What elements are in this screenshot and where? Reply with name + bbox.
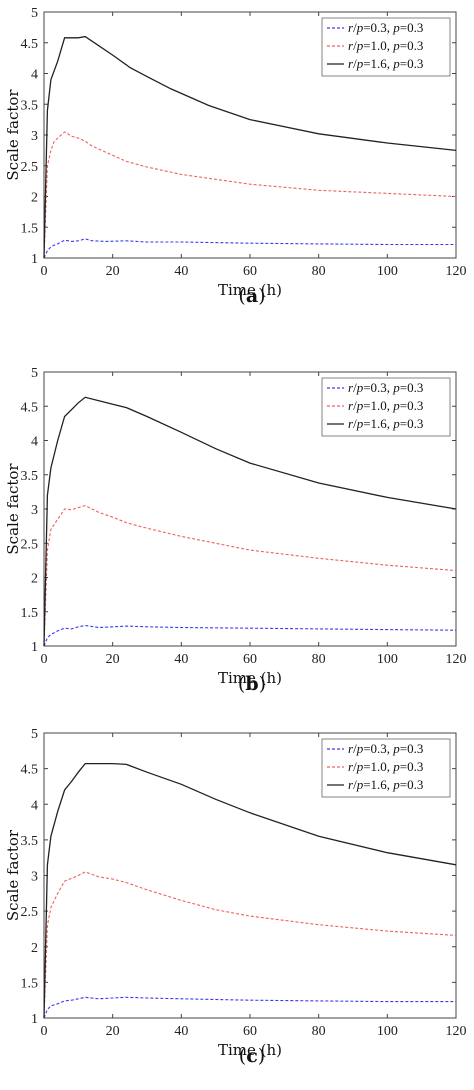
y-tick-label: 2 xyxy=(31,941,38,956)
y-tick-label: 1 xyxy=(31,640,38,655)
y-tick-label: 3 xyxy=(31,503,38,518)
y-tick-label: 1.5 xyxy=(21,221,39,236)
legend-label-2: r/p=1.6, p=0.3 xyxy=(348,777,423,792)
y-tick-label: 2.5 xyxy=(21,905,39,920)
x-tick-label: 60 xyxy=(243,1024,257,1039)
series-line-2 xyxy=(43,35,457,259)
x-tick-label: 120 xyxy=(446,264,467,279)
x-tick-label: 100 xyxy=(377,264,398,279)
x-axis-label: Time (h) xyxy=(218,281,282,299)
y-tick-label: 4 xyxy=(31,68,38,83)
x-tick-label: 120 xyxy=(446,1024,467,1039)
y-tick-label: 4.5 xyxy=(21,400,39,415)
x-tick-label: 40 xyxy=(174,652,188,667)
x-tick-label: 80 xyxy=(312,264,326,279)
x-tick-label: 100 xyxy=(377,1024,398,1039)
chart-panel-0: 1 1.5 2 2.5 3 3.5 4 4.5 5 0 20 40 60 80 100 120 r/p=0.3,… xyxy=(4,6,467,307)
y-tick-label: 4.5 xyxy=(21,763,39,778)
y-tick-label: 2.5 xyxy=(21,537,39,552)
y-tick-label: 4 xyxy=(31,435,38,450)
x-tick-label: 20 xyxy=(106,264,120,279)
y-tick-label: 3.5 xyxy=(21,98,39,113)
x-tick-label: 120 xyxy=(446,652,467,667)
legend: r/p=0.3, p=0.3 r/p=1.0, p=0.3 r/p=1.6, p=0… xyxy=(321,738,451,798)
y-tick-label: 3.5 xyxy=(21,469,39,484)
y-axis-label: Scale factor xyxy=(4,829,22,921)
y-tick-label: 2 xyxy=(31,191,38,206)
x-axis-label: Time (h) xyxy=(218,669,282,687)
series-line-0 xyxy=(43,624,457,647)
legend-label-0: r/p=0.3, p=0.3 xyxy=(348,741,423,756)
y-tick-label: 2 xyxy=(31,572,38,587)
y-tick-label: 4 xyxy=(31,798,38,813)
y-tick-label: 3.5 xyxy=(21,834,39,849)
legend-label-1: r/p=1.0, p=0.3 xyxy=(348,398,423,413)
panel-caption: (a) xyxy=(238,285,265,307)
series-line-1 xyxy=(43,871,457,1019)
x-tick-label: 20 xyxy=(106,652,120,667)
y-tick-label: 1 xyxy=(31,252,38,267)
x-tick-label: 0 xyxy=(41,264,48,279)
legend-label-0: r/p=0.3, p=0.3 xyxy=(348,20,423,35)
legend-label-2: r/p=1.6, p=0.3 xyxy=(348,416,423,431)
chart-panel-1: 1 1.5 2 2.5 3 3.5 4 4.5 5 0 20 40 60 80 100 120 r/p=0.3,… xyxy=(4,366,467,695)
y-tick-label: 5 xyxy=(31,366,38,381)
series-line-1 xyxy=(43,131,457,259)
x-axis-label: Time (h) xyxy=(218,1041,282,1059)
x-tick-label: 0 xyxy=(41,1024,48,1039)
legend-label-2: r/p=1.6, p=0.3 xyxy=(348,56,423,71)
x-tick-label: 80 xyxy=(312,652,326,667)
x-tick-label: 60 xyxy=(243,264,257,279)
x-tick-label: 40 xyxy=(174,264,188,279)
y-axis-label: Scale factor xyxy=(4,463,22,555)
x-tick-label: 60 xyxy=(243,652,257,667)
legend-box xyxy=(321,17,451,77)
panel-caption: (c) xyxy=(239,1045,265,1067)
legend: r/p=0.3, p=0.3 r/p=1.0, p=0.3 r/p=1.6, p=0… xyxy=(321,377,451,437)
series-line-2 xyxy=(43,762,457,1019)
y-tick-label: 4.5 xyxy=(21,37,39,52)
x-tick-label: 100 xyxy=(377,652,398,667)
y-tick-label: 5 xyxy=(31,6,38,21)
series-line-2 xyxy=(43,396,457,647)
y-tick-label: 1.5 xyxy=(21,606,39,621)
panel-caption: (b) xyxy=(238,673,266,695)
legend-label-1: r/p=1.0, p=0.3 xyxy=(348,38,423,53)
legend: r/p=0.3, p=0.3 r/p=1.0, p=0.3 r/p=1.6, p=0… xyxy=(321,17,451,77)
y-tick-label: 5 xyxy=(31,727,38,742)
series-line-1 xyxy=(43,505,457,647)
series-line-0 xyxy=(43,996,456,1019)
series-line-0 xyxy=(43,238,456,259)
y-tick-label: 3 xyxy=(31,129,38,144)
x-tick-label: 40 xyxy=(174,1024,188,1039)
y-tick-label: 1.5 xyxy=(21,976,39,991)
y-tick-label: 1 xyxy=(31,1012,38,1027)
legend-label-0: r/p=0.3, p=0.3 xyxy=(348,380,423,395)
y-axis-label: Scale factor xyxy=(4,89,22,181)
chart-panel-2: 1 1.5 2 2.5 3 3.5 4 4.5 5 0 20 40 60 80 100 120 r/p=0.3,… xyxy=(4,727,467,1067)
x-tick-label: 0 xyxy=(41,652,48,667)
x-tick-label: 20 xyxy=(106,1024,120,1039)
legend-label-1: r/p=1.0, p=0.3 xyxy=(348,759,423,774)
y-tick-label: 2.5 xyxy=(21,160,39,175)
x-tick-label: 80 xyxy=(312,1024,326,1039)
y-tick-label: 3 xyxy=(31,870,38,885)
